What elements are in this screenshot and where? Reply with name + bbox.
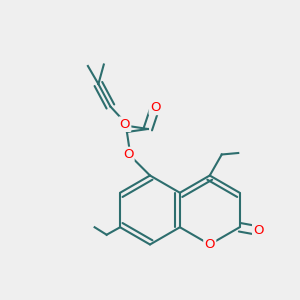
Text: O: O xyxy=(119,118,130,131)
Text: O: O xyxy=(205,238,215,251)
Text: O: O xyxy=(150,101,160,114)
Text: O: O xyxy=(253,224,264,237)
Text: O: O xyxy=(123,148,133,161)
